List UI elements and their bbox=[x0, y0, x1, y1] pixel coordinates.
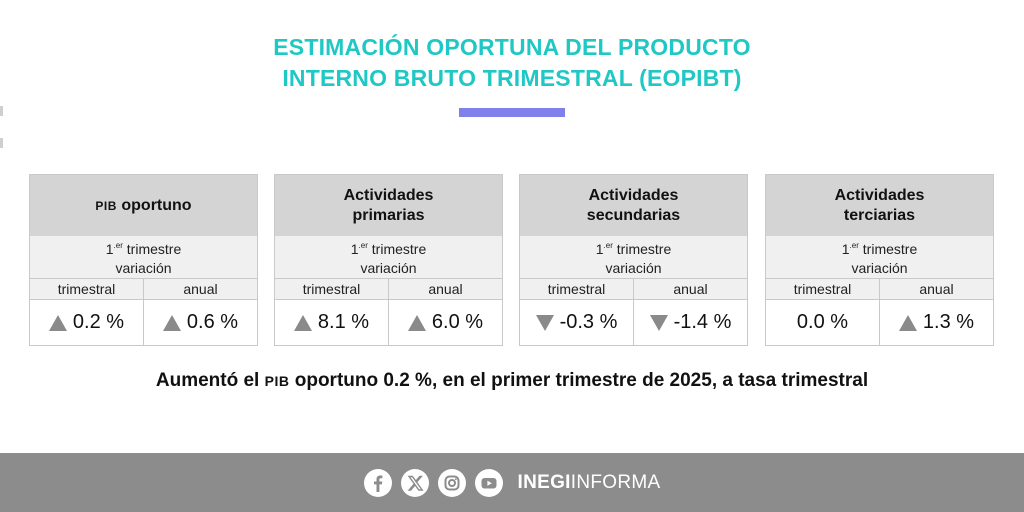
period-word: trimestre bbox=[126, 241, 182, 257]
summary-text: Aumentó el PIB oportuno 0.2 %, en el pri… bbox=[0, 370, 1024, 392]
card-header: Actividades terciarias bbox=[766, 175, 993, 236]
value-quarterly-text: 0.2 % bbox=[72, 311, 125, 333]
period-ordinal: .er bbox=[849, 241, 859, 250]
col-quarterly-label: trimestral bbox=[766, 279, 880, 299]
card-column-headers: trimestral anual bbox=[520, 279, 747, 300]
card-column-headers: trimestral anual bbox=[766, 279, 993, 300]
card-header: Actividades primarias bbox=[275, 175, 502, 236]
card-actividades-primarias: Actividades primarias 1.er trimestre var… bbox=[274, 174, 503, 346]
value-annual: 6.0 % bbox=[389, 300, 502, 345]
card-title-line-2: terciarias bbox=[843, 206, 916, 224]
summary-after: oportuno 0.2 %, en el primer trimestre d… bbox=[294, 370, 869, 391]
value-quarterly-text: -0.3 % bbox=[559, 311, 618, 333]
col-annual-label: anual bbox=[183, 281, 218, 297]
up-arrow-icon bbox=[898, 314, 917, 331]
card-values: -0.3 % -1.4 % bbox=[520, 300, 747, 345]
down-arrow-icon bbox=[649, 314, 668, 331]
card-title-abbr: PIB bbox=[95, 198, 117, 213]
card-values: 8.1 % 6.0 % bbox=[275, 300, 502, 345]
card-header: Actividades secundarias bbox=[520, 175, 747, 236]
card-period-line: 1.er trimestre bbox=[106, 236, 181, 259]
value-quarterly: 0.0 % bbox=[766, 300, 880, 345]
x-icon[interactable] bbox=[400, 468, 429, 497]
down-arrow-icon bbox=[535, 314, 554, 331]
instagram-icon[interactable] bbox=[437, 468, 466, 497]
period-word: trimestre bbox=[862, 241, 918, 257]
card-period: 1.er trimestre variación bbox=[30, 236, 257, 279]
value-annual-text: 1.3 % bbox=[922, 311, 975, 333]
value-quarterly: 0.2 % bbox=[30, 300, 144, 345]
card-header: PIB oportuno bbox=[30, 175, 257, 236]
variation-label: variación bbox=[360, 260, 417, 276]
period-number: 1 bbox=[595, 241, 604, 257]
col-annual-label: anual bbox=[428, 281, 463, 297]
card-title-line-1: Actividades bbox=[588, 186, 679, 204]
value-quarterly-text: 0.0 % bbox=[796, 311, 849, 333]
card-period: 1.er trimestre variación bbox=[520, 236, 747, 279]
value-annual: -1.4 % bbox=[634, 300, 747, 345]
youtube-icon[interactable] bbox=[474, 468, 503, 497]
up-arrow-icon bbox=[293, 314, 312, 331]
value-quarterly: -0.3 % bbox=[520, 300, 634, 345]
period-number: 1 bbox=[105, 241, 114, 257]
period-number: 1 bbox=[350, 241, 359, 257]
col-annual-label: anual bbox=[673, 281, 708, 297]
value-annual-text: -1.4 % bbox=[673, 311, 732, 333]
brand-light: INFORMA bbox=[570, 471, 661, 493]
period-ordinal: .er bbox=[113, 241, 123, 250]
card-period: 1.er trimestre variación bbox=[275, 236, 502, 279]
card-period-line: 1.er trimestre bbox=[596, 236, 671, 259]
card-values: 0.0 % 1.3 % bbox=[766, 300, 993, 345]
col-quarterly-label: trimestral bbox=[520, 279, 634, 299]
card-values: 0.2 % 0.6 % bbox=[30, 300, 257, 345]
variation-label: variación bbox=[851, 260, 908, 276]
card-title-text: oportuno bbox=[121, 196, 192, 214]
up-arrow-icon bbox=[407, 314, 426, 331]
summary-before: Aumentó el bbox=[155, 370, 260, 391]
card-period-line: 1.er trimestre bbox=[842, 236, 917, 259]
card-pib-oportuno: PIB oportuno 1.er trimestre variación tr… bbox=[29, 174, 258, 346]
inegi-informa-brand[interactable]: INEGIINFORMA bbox=[518, 472, 661, 494]
brand-bold: INEGI bbox=[517, 471, 571, 493]
card-column-headers: trimestral anual bbox=[30, 279, 257, 300]
card-period-line: 1.er trimestre bbox=[351, 236, 426, 259]
card-title-line-2: primarias bbox=[352, 206, 425, 224]
value-annual-text: 0.6 % bbox=[186, 311, 239, 333]
edge-mark-top bbox=[0, 106, 3, 116]
variation-label: variación bbox=[605, 260, 662, 276]
up-arrow-icon bbox=[162, 314, 181, 331]
facebook-icon[interactable] bbox=[363, 468, 392, 497]
card-period: 1.er trimestre variación bbox=[766, 236, 993, 279]
period-word: trimestre bbox=[616, 241, 672, 257]
value-quarterly: 8.1 % bbox=[275, 300, 389, 345]
title-underline bbox=[459, 108, 565, 117]
value-annual-text: 6.0 % bbox=[431, 311, 484, 333]
card-title-line-2: secundarias bbox=[586, 206, 681, 224]
period-word: trimestre bbox=[371, 241, 427, 257]
page-title: ESTIMACIÓN OPORTUNA DEL PRODUCTO INTERNO… bbox=[0, 32, 1024, 94]
title-line-2: INTERNO BRUTO TRIMESTRAL (EOPIBT) bbox=[282, 65, 742, 91]
value-quarterly-text: 8.1 % bbox=[317, 311, 370, 333]
col-quarterly-label: trimestral bbox=[275, 279, 389, 299]
edge-mark-bottom bbox=[0, 138, 3, 148]
variation-label: variación bbox=[115, 260, 172, 276]
title-line-1: ESTIMACIÓN OPORTUNA DEL PRODUCTO bbox=[273, 34, 751, 60]
card-title-line-1: PIB oportuno bbox=[95, 196, 191, 216]
up-arrow-icon bbox=[48, 314, 67, 331]
card-title-line-1: Actividades bbox=[343, 186, 434, 204]
footer-bar: INEGIINFORMA bbox=[0, 453, 1024, 512]
value-annual: 1.3 % bbox=[880, 300, 993, 345]
period-number: 1 bbox=[841, 241, 850, 257]
card-actividades-secundarias: Actividades secundarias 1.er trimestre v… bbox=[519, 174, 748, 346]
period-ordinal: .er bbox=[603, 241, 613, 250]
summary-abbr: PIB bbox=[264, 373, 290, 389]
card-column-headers: trimestral anual bbox=[275, 279, 502, 300]
card-title-line-1: Actividades bbox=[834, 186, 925, 204]
col-quarterly-label: trimestral bbox=[30, 279, 144, 299]
value-annual: 0.6 % bbox=[144, 300, 257, 345]
card-actividades-terciarias: Actividades terciarias 1.er trimestre va… bbox=[765, 174, 994, 346]
col-annual-label: anual bbox=[919, 281, 954, 297]
period-ordinal: .er bbox=[358, 241, 368, 250]
